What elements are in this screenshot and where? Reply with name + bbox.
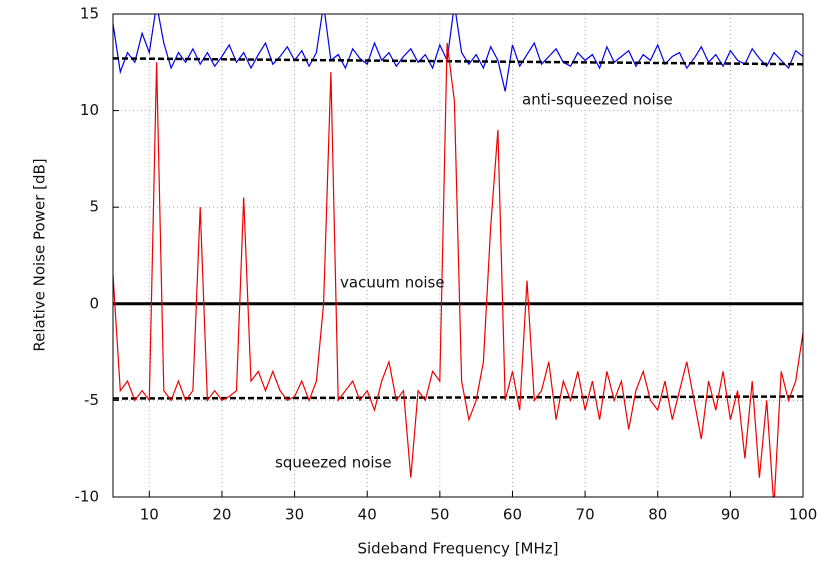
x-tick-label: 30	[285, 506, 304, 524]
y-tick-label: 0	[89, 294, 99, 312]
x-tick-label: 10	[140, 506, 159, 524]
x-tick-label: 70	[576, 506, 595, 524]
x-tick-label: 60	[503, 506, 522, 524]
x-tick-label: 90	[721, 506, 740, 524]
reference-line	[113, 57, 803, 66]
series-line	[113, 42, 803, 497]
x-tick-label: 20	[212, 506, 231, 524]
y-tick-label: 15	[80, 5, 99, 23]
series-annotation: anti-squeezed noise	[522, 91, 673, 109]
plot-frame	[112, 13, 804, 498]
x-axis-label: Sideband Frequency [MHz]	[357, 540, 558, 558]
y-tick-label: -5	[84, 391, 99, 409]
y-axis-label: Relative Noise Power [dB]	[31, 158, 49, 351]
y-tick-label: -10	[75, 488, 100, 506]
reference-line	[113, 395, 803, 400]
y-tick-label: 5	[89, 198, 99, 216]
x-tick-label: 80	[648, 506, 667, 524]
series-annotation: vacuum noise	[340, 274, 445, 292]
x-tick-label: 50	[430, 506, 449, 524]
series-annotation: squeezed noise	[275, 454, 392, 472]
x-tick-label: 40	[358, 506, 377, 524]
plot-area	[113, 14, 803, 497]
x-tick-label: 100	[789, 506, 818, 524]
series-line	[113, 14, 803, 92]
y-tick-label: 10	[80, 101, 99, 119]
